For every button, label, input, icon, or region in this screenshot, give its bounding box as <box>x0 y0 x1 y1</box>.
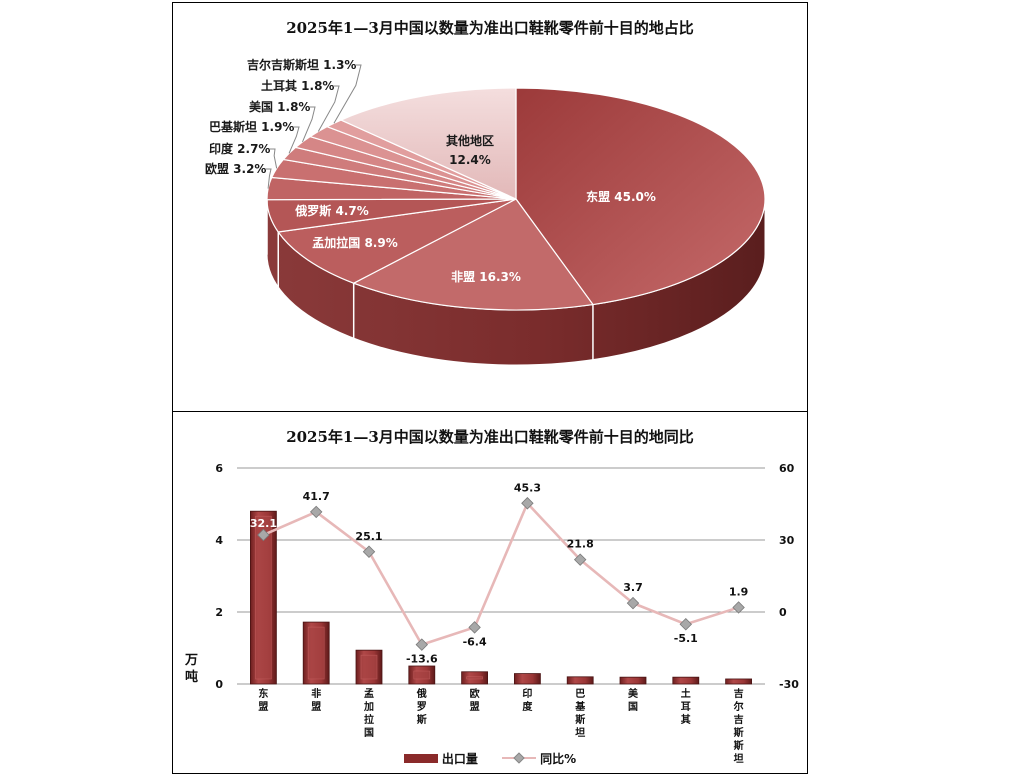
bar-5 <box>513 673 541 685</box>
yoy-marker-6 <box>573 553 587 566</box>
bar-inner-0 <box>255 515 272 680</box>
yoy-data-label-7: 3.7 <box>623 581 643 594</box>
pie-slice-1 <box>352 198 595 311</box>
yoy-marker-1 <box>309 505 323 519</box>
bar-7 <box>619 676 647 685</box>
yoy-marker-5 <box>521 497 534 510</box>
x-category-label: 土耳其 <box>681 687 691 726</box>
x-category-label: 孟加拉国 <box>363 688 374 739</box>
pie-chart-panel: 2025年1—3月中国以数量为准出口鞋靴零件前十目的地占比 东盟 45.0% 非盟… <box>172 2 808 412</box>
y2-tick-label: -30 <box>779 678 799 691</box>
bar-6 <box>566 676 594 685</box>
legend-item-bar: 出口量 <box>403 750 478 767</box>
yoy-data-label-6: 21.8 <box>567 538 594 551</box>
bar-8 <box>672 676 700 685</box>
y2-tick-label: 60 <box>779 462 795 475</box>
legend-bar-label: 出口量 <box>441 752 478 766</box>
x-category-label: 非盟 <box>311 687 321 713</box>
legend-item-line: 同比% <box>502 750 576 767</box>
pie-leader-line-9 <box>333 64 362 124</box>
y-axis-unit-label: 万吨 <box>185 653 199 685</box>
x-category-label: 东盟 <box>258 687 268 713</box>
yoy-marker-8 <box>679 618 693 631</box>
bar-inner-3 <box>413 670 431 680</box>
pie-leader-line-8 <box>317 85 340 132</box>
pie-label-6: 巴基斯坦 1.9% <box>209 119 294 134</box>
legend-line-label: 同比% <box>540 751 577 766</box>
legend-line-swatch <box>502 753 537 763</box>
y-tick-label: 4 <box>215 534 223 547</box>
pie-label-5: 印度 2.7% <box>209 141 270 156</box>
x-category-label: 美国 <box>628 687 639 713</box>
yoy-marker-4 <box>468 621 481 634</box>
y-tick-label: 0 <box>215 678 223 691</box>
pie-slice-2 <box>277 198 517 284</box>
bar-line-chart: 0 2 4 6 -30 0 30 60 东盟 非盟 孟加拉国 俄罗斯 欧盟 印度 巴基斯坦 美国 土耳其 吉尔吉斯… <box>215 462 799 765</box>
pie-leader-line-4 <box>265 168 272 189</box>
pie-label-4: 欧盟 3.2% <box>205 161 266 176</box>
y2-tick-label: 0 <box>779 606 787 619</box>
x-category-label: 巴基斯坦 <box>574 688 586 739</box>
y-tick-label: 6 <box>215 462 223 475</box>
yoy-marker-7 <box>626 596 640 610</box>
yoy-data-label-5: 45.3 <box>514 481 541 494</box>
pie-label-2: 孟加拉国 8.9% <box>312 235 397 250</box>
yoy-data-label-0: 32.1 <box>250 517 277 530</box>
pie-value-10: 12.4% <box>449 153 491 167</box>
legend-bar-swatch <box>403 754 438 763</box>
pie-label-8: 土耳其 1.8% <box>261 78 334 93</box>
y2-tick-label: 30 <box>779 534 795 547</box>
yoy-marker-9 <box>732 601 745 614</box>
yoy-data-label-2: 25.1 <box>355 530 382 543</box>
pie-label-10: 其他地区 <box>446 133 494 148</box>
yoy-data-label-4: -6.4 <box>463 635 487 648</box>
bar-chart-title: 2025年1—3月中国以数量为准出口鞋靴零件前十目的地同比 <box>286 428 694 446</box>
pie-chart: 东盟 45.0% 非盟 16.3% 孟加拉国 8.9% 俄罗斯 4.7% 欧盟 3.2%… <box>205 57 766 366</box>
bar-inner-2 <box>360 654 378 680</box>
x-category-label: 吉尔吉斯斯坦 <box>733 687 744 765</box>
pie-slice-10 <box>339 87 517 200</box>
yoy-data-label-1: 41.7 <box>303 490 330 503</box>
yoy-marker-0 <box>257 528 270 542</box>
yoy-line <box>262 500 739 647</box>
pie-label-9: 吉尔吉斯斯坦 1.3% <box>247 57 356 72</box>
bar-line-chart-panel: 2025年1—3月中国以数量为准出口鞋靴零件前十目的地同比 万吨 0 2 4 6 -30… <box>172 411 808 774</box>
x-category-label: 印度 <box>522 688 533 713</box>
yoy-marker-2 <box>362 545 376 558</box>
pie-label-1: 非盟 16.3% <box>451 269 521 284</box>
pie-label-3: 俄罗斯 4.7% <box>294 203 368 218</box>
pie-label-0: 东盟 45.0% <box>586 189 656 204</box>
chart-legend: 出口量 同比% <box>173 750 807 768</box>
yoy-marker-3 <box>415 638 429 651</box>
yoy-data-label-3: -13.6 <box>406 653 438 666</box>
pie-slice-0 <box>515 87 766 306</box>
pie-leader-line-6 <box>288 126 300 154</box>
pie-label-7: 美国 1.8% <box>249 99 310 114</box>
bar-inner-4 <box>466 676 483 680</box>
pie-chart-title: 2025年1—3月中国以数量为准出口鞋靴零件前十目的地占比 <box>286 19 694 37</box>
bar-9 <box>725 678 752 685</box>
yoy-data-label-9: 1.9 <box>729 585 749 598</box>
y-tick-label: 2 <box>215 606 223 619</box>
pie-leader-line-7 <box>302 106 316 143</box>
x-category-label: 俄罗斯 <box>416 687 427 726</box>
bar-inner-1 <box>307 626 325 680</box>
yoy-data-label-8: -5.1 <box>674 632 698 645</box>
x-category-label: 欧盟 <box>470 687 480 713</box>
pie-leader-line-5 <box>269 148 278 169</box>
